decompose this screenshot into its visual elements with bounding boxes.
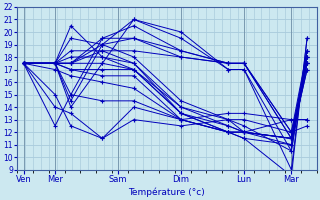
X-axis label: Température (°c): Température (°c) — [129, 187, 205, 197]
